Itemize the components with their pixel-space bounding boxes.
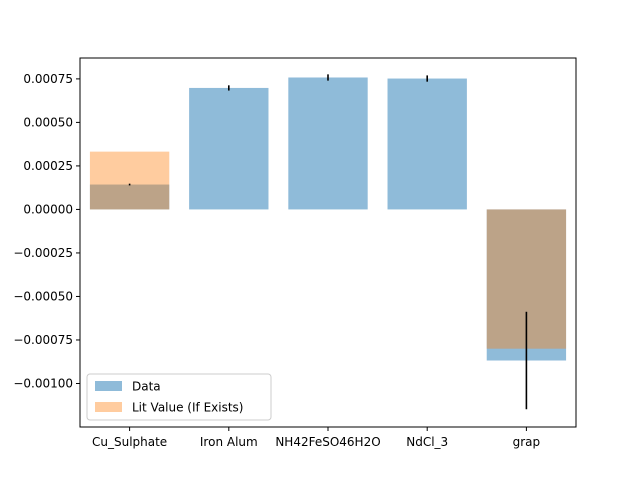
lit-bar-0	[89, 151, 170, 210]
y-tick-label: −0.00025	[13, 246, 73, 260]
legend: Data Lit Value (If Exists)	[86, 373, 272, 421]
lit-value-bars	[89, 151, 567, 349]
legend-box	[86, 373, 272, 421]
y-tick-label: −0.00100	[13, 376, 73, 390]
x-axis: Cu_Sulphate Iron Alum NH42FeSO46H2O NdCl_3 g…	[92, 427, 540, 449]
y-tick-label: 0.00050	[23, 115, 73, 129]
legend-swatch-0	[95, 381, 122, 391]
error-bars	[128, 74, 528, 410]
data-bar-0	[89, 184, 170, 210]
data-bar-2	[288, 77, 368, 210]
x-tick-label: NdCl_3	[406, 435, 448, 449]
y-tick-label: 0.00025	[23, 159, 73, 173]
y-axis: 0.00075 0.00050 0.00025 0.00000 −0.00025 −0.0…	[13, 72, 80, 390]
x-tick-label: grap	[513, 435, 541, 449]
x-tick-label: Iron Alum	[200, 435, 258, 449]
x-tick-label: NH42FeSO46H2O	[275, 435, 380, 449]
y-tick-label: 0.00075	[23, 72, 73, 86]
legend-swatch-1	[95, 402, 122, 412]
legend-label-0: Data	[132, 380, 161, 394]
data-bar-1	[189, 87, 269, 210]
legend-label-1: Lit Value (If Exists)	[132, 401, 243, 415]
y-tick-label: −0.00050	[13, 289, 73, 303]
y-tick-label: −0.00075	[13, 333, 73, 347]
x-tick-label: Cu_Sulphate	[92, 435, 167, 449]
y-tick-label: 0.00000	[23, 202, 73, 216]
data-bar-3	[387, 78, 467, 210]
